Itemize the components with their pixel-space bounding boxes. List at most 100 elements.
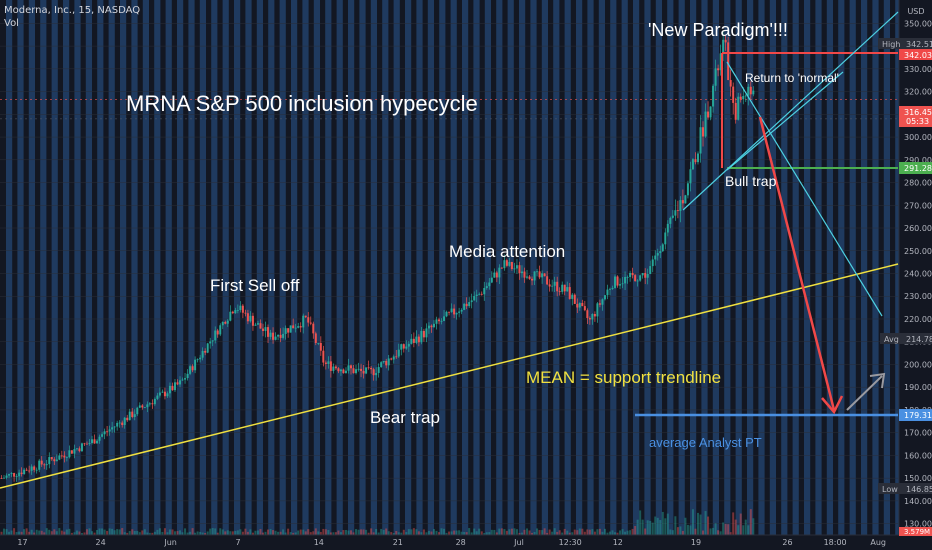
- candle-body: [274, 336, 277, 340]
- volume-bar: [45, 528, 48, 535]
- candle-body: [603, 295, 606, 300]
- volume-bar: [35, 529, 38, 535]
- session-stripe: [177, 0, 184, 535]
- candle-body: [563, 284, 566, 292]
- volume-bar: [470, 532, 473, 535]
- volume-bar: [234, 530, 237, 535]
- volume-bar: [8, 531, 11, 535]
- time-axis-bg[interactable]: [0, 535, 899, 550]
- candle-body: [608, 288, 611, 290]
- candle-body: [370, 367, 373, 370]
- volume-bar: [714, 523, 717, 535]
- candle-body: [151, 403, 154, 405]
- session-stripe: [804, 0, 811, 535]
- volume-bar: [616, 532, 619, 535]
- candle-body: [111, 427, 114, 430]
- volume-bar: [332, 532, 335, 535]
- volume-bar: [209, 528, 212, 535]
- candle-body: [350, 365, 353, 369]
- candle-body: [201, 350, 204, 358]
- candle-body: [624, 276, 627, 284]
- candle-body: [465, 303, 468, 307]
- volume-bar: [621, 529, 624, 535]
- session-stripe: [28, 0, 35, 535]
- volume-bar: [717, 530, 720, 535]
- volume-bar: [153, 531, 156, 535]
- volume-bar: [246, 531, 249, 535]
- volume-bar: [158, 528, 161, 535]
- session-stripe: [450, 0, 457, 535]
- volume-bar: [204, 532, 207, 535]
- candle-body: [495, 272, 498, 278]
- volume-bar: [591, 529, 594, 535]
- volume-bar: [493, 529, 496, 535]
- volume-bar: [224, 531, 227, 535]
- volume-bar: [13, 528, 16, 535]
- candle-body: [272, 332, 275, 340]
- volume-bar: [430, 531, 433, 535]
- volume-bar: [548, 529, 551, 535]
- price-axis-bg[interactable]: [899, 0, 932, 550]
- volume-bar: [342, 530, 345, 535]
- volume-bar: [699, 514, 702, 535]
- volume-bar: [576, 530, 579, 535]
- session-stripe: [97, 0, 104, 535]
- price-tick-label: 300.00: [904, 133, 932, 142]
- candle-body: [422, 330, 425, 338]
- volume-bar: [709, 528, 712, 535]
- candle-body: [510, 261, 513, 269]
- candle-body: [161, 391, 164, 393]
- volume-bar: [239, 529, 242, 535]
- candle-body: [344, 370, 347, 374]
- volume-bar: [520, 532, 523, 535]
- candle-body: [96, 440, 99, 444]
- candle-body: [734, 102, 737, 120]
- svg-text:Avg: Avg: [884, 335, 899, 344]
- time-tick-label: 17: [17, 538, 27, 547]
- volume-bar: [445, 532, 448, 535]
- candle-body: [329, 361, 332, 371]
- candle-body: [571, 294, 574, 299]
- volume-bar: [181, 532, 184, 535]
- candle-body: [292, 325, 295, 329]
- candle-body: [163, 391, 166, 397]
- candle-body: [558, 291, 561, 293]
- volume-bar: [410, 529, 413, 535]
- candle-body: [101, 434, 104, 437]
- candle-body: [543, 273, 546, 277]
- volume-bar: [460, 531, 463, 535]
- price-tick-label: 140.00: [904, 497, 932, 506]
- candle-body: [533, 271, 536, 281]
- volume-bar: [126, 532, 129, 535]
- candle-body: [561, 284, 564, 292]
- volume-bar: [113, 530, 116, 535]
- candle-body: [639, 275, 642, 281]
- volume-bar: [156, 529, 159, 535]
- candle-body: [355, 369, 358, 374]
- candle-body: [121, 422, 124, 425]
- candle-body: [299, 326, 302, 328]
- time-tick-label: 18:00: [824, 538, 847, 547]
- volume-bar: [231, 531, 234, 535]
- volume-bar: [684, 517, 687, 535]
- candle-body: [45, 464, 48, 466]
- candle-body: [372, 369, 375, 376]
- volume-bar: [166, 532, 169, 535]
- volume-bar: [229, 531, 232, 535]
- candle-body: [596, 303, 599, 317]
- candle-body: [583, 306, 586, 311]
- volume-bar: [443, 528, 446, 535]
- volume-bar: [380, 528, 383, 535]
- session-stripe: [484, 0, 491, 535]
- candle-body: [448, 311, 451, 313]
- volume-label: Vol: [4, 18, 19, 29]
- candle-body: [367, 367, 370, 369]
- candle-body: [425, 328, 428, 338]
- volume-bar: [402, 529, 405, 535]
- volume-bar: [742, 525, 745, 535]
- session-stripe: [416, 0, 423, 535]
- volume-bar: [556, 531, 559, 535]
- grey-arrow-head: [869, 372, 886, 389]
- candle-body: [269, 332, 272, 337]
